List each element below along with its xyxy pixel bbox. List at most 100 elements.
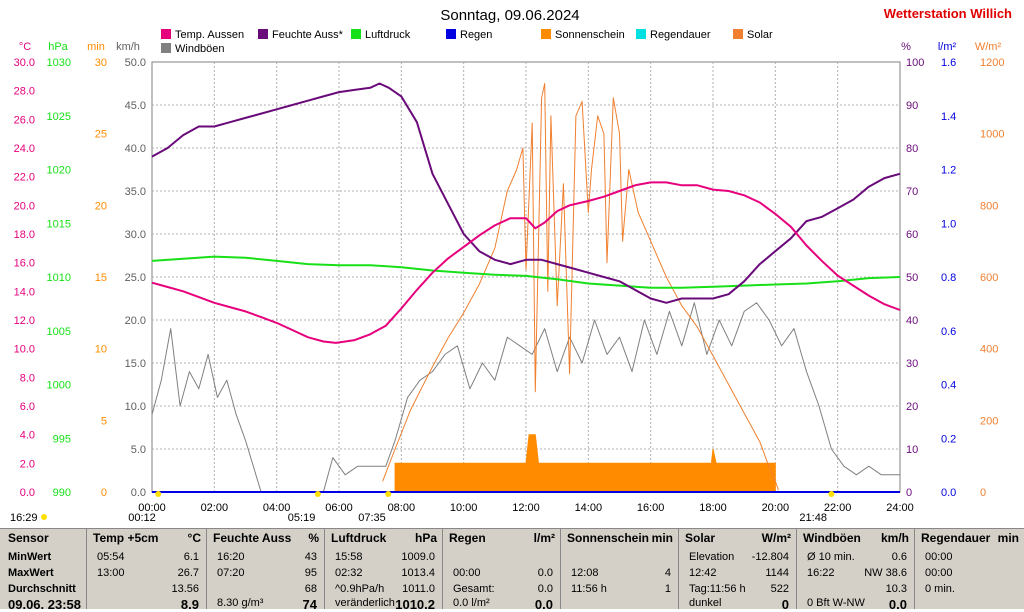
raindur-header: Regendauer — [921, 531, 991, 545]
legend-swatch-pressure — [351, 29, 361, 39]
solar-axis-tick-label: 800 — [980, 200, 998, 212]
solar-axis-tick-label: 1000 — [980, 129, 1004, 141]
solar-axis-tick-label: 200 — [980, 415, 998, 427]
solar-header: Solar — [685, 531, 716, 545]
sun-marker-time: 05:19 — [288, 512, 316, 524]
legend-label-solar: Solar — [747, 29, 773, 41]
sun-marker-time: 21:48 — [799, 512, 827, 524]
wind-cell-label: 16:22 — [807, 567, 835, 579]
time-tick-label: 24:00 — [886, 502, 914, 514]
temp-axis-tick-label: 6.0 — [20, 401, 35, 413]
temp-axis-tick-label: 20.0 — [14, 200, 35, 212]
temp-axis-tick-label: 24.0 — [14, 143, 35, 155]
rain-axis-tick-label: 1.0 — [941, 218, 956, 230]
raindur-cell-label: 00:00 — [925, 551, 953, 563]
col-humidity: Feuchte Auss% 16:20 43 07:20 95 68 8.30 g/m³ 74 — [206, 529, 325, 612]
temp-axis-tick-label: 28.0 — [14, 86, 35, 98]
rain-axis-tick-label: 1.6 — [941, 57, 956, 69]
sunshine-cell-value: 4 — [664, 567, 671, 579]
minutes-axis-tick-label: 25 — [95, 129, 107, 141]
raindur-cell-label: 0 min. — [925, 583, 955, 595]
wind-cell-label: Ø 10 min. — [807, 551, 855, 563]
pressure-header: Luftdruck — [331, 531, 387, 545]
wind-axis-tick-label: 20.0 — [125, 315, 146, 327]
temp-axis-tick-label: 8.0 — [20, 372, 35, 384]
raindur-unit: min — [997, 531, 1019, 545]
time-tick-label: 14:00 — [575, 502, 603, 514]
rain-cell-value: 0.0 — [537, 567, 553, 579]
series-sonnenschein — [394, 434, 776, 493]
temp-axis-tick-label: 18.0 — [14, 229, 35, 241]
legend-swatch-gust — [161, 43, 171, 53]
humidity-axis-tick-label: 100 — [906, 57, 924, 69]
humidity-cell-value: 43 — [304, 551, 317, 563]
humidity-cell-label: 07:20 — [217, 567, 245, 579]
rain-unit: l/m² — [533, 531, 555, 545]
humidity-axis-tick-label: 0 — [906, 487, 912, 499]
summary-table: Sensor MinWert MaxWert Durchschnitt 09.0… — [0, 528, 1024, 612]
temp-axis-unit: °C — [19, 41, 31, 53]
legend-label-humidity: Feuchte Auss* — [272, 29, 344, 41]
time-tick-label: 22:00 — [824, 502, 852, 514]
wind-axis-unit: km/h — [116, 41, 140, 53]
col-rain: Regen l/m² 00:00 0.0 Gesamt: 0.0 0.0 l/m² 0.0 — [442, 529, 561, 612]
sun-marker-icon — [41, 514, 47, 520]
humidity-axis-tick-label: 30 — [906, 358, 918, 370]
pressure-axis-tick-label: 1000 — [47, 380, 71, 392]
series-solar — [382, 83, 779, 491]
solar-axis-tick-label: 600 — [980, 272, 998, 284]
time-tick-label: 16:00 — [637, 502, 665, 514]
humidity-header: Feuchte Auss — [213, 531, 292, 545]
wind-cell-label: 0 Bft W-NW — [807, 597, 865, 609]
sun-marker-time: 16:29 — [10, 512, 38, 524]
pressure-unit: hPa — [414, 531, 437, 545]
pressure-cell-value: 1011.0 — [402, 583, 435, 595]
wind-axis-tick-label: 35.0 — [125, 186, 146, 198]
weather-chart: 0.0 2.0 4.0 6.0 8.0 10.0 12.0 14.0 16.0 18.0 20.0 2… — [10, 6, 1013, 524]
solar-cell-label: Tag:11:56 h — [689, 583, 746, 595]
pressure-axis-tick-label: 995 — [53, 433, 71, 445]
wind-axis-tick-label: 0.0 — [131, 487, 146, 499]
solar-axis-tick-label: 1200 — [980, 57, 1004, 69]
pressure-cell-label: ^0.9hPa/h — [335, 583, 385, 595]
humidity-axis-tick-label: 40 — [906, 315, 918, 327]
legend-label-rain: Regen — [460, 29, 492, 41]
series-feuchte — [151, 82, 901, 304]
time-tick-label: 20:00 — [762, 502, 790, 514]
pressure-axis-tick-label: 1010 — [47, 272, 71, 284]
pressure-axis-tick-label: 1005 — [47, 326, 71, 338]
temp-cell-value: 13.56 — [171, 583, 199, 595]
sunshine-header: Sonnenschein — [567, 531, 650, 545]
wind-cell-value: 0.6 — [891, 551, 907, 563]
wind-axis-tick-label: 5.0 — [131, 444, 146, 456]
minutes-axis-tick-label: 30 — [95, 57, 107, 69]
legend-label-sunshine: Sonnenschein — [555, 29, 625, 41]
legend-label-temp: Temp. Aussen — [175, 29, 244, 41]
humidity-cell-label: 8.30 g/m³ — [217, 597, 264, 609]
humidity-axis-tick-label: 20 — [906, 401, 918, 413]
pressure-cell-label: 02:32 — [335, 567, 363, 579]
legend-swatch-solar — [733, 29, 743, 39]
rain-axis-tick-label: 0.2 — [941, 433, 956, 445]
station-name: Wetterstation Willich — [884, 6, 1012, 21]
temp-cell-value: 26.7 — [177, 567, 199, 579]
col-wind: Windböen km/h Ø 10 min. 0.6 16:22 NW 38.6 10.3… — [796, 529, 915, 612]
temp-cell-label: 05:54 — [97, 551, 125, 563]
wind-header: Windböen — [803, 531, 861, 545]
legend-swatch-temp — [161, 29, 171, 39]
pressure-axis-tick-label: 1025 — [47, 111, 71, 123]
series-windboeen — [151, 302, 900, 493]
wind-axis-tick-label: 25.0 — [125, 272, 146, 284]
minutes-axis-tick-label: 15 — [95, 272, 107, 284]
legend-swatch-humidity — [258, 29, 268, 39]
humidity-axis-tick-label: 80 — [906, 143, 918, 155]
wind-cell-value: NW 38.6 — [864, 567, 907, 579]
pressure-cell-value: 1009.0 — [401, 551, 435, 563]
pressure-axis-tick-label: 1015 — [47, 218, 71, 230]
time-tick-label: 02:00 — [201, 502, 229, 514]
temp-unit: °C — [187, 531, 201, 545]
time-tick-label: 00:00 — [138, 502, 166, 514]
rain-cell-value: 0.0 — [537, 583, 553, 595]
pressure-cell-label: veränderlich — [335, 597, 395, 609]
legend-swatch-sunshine — [541, 29, 551, 39]
